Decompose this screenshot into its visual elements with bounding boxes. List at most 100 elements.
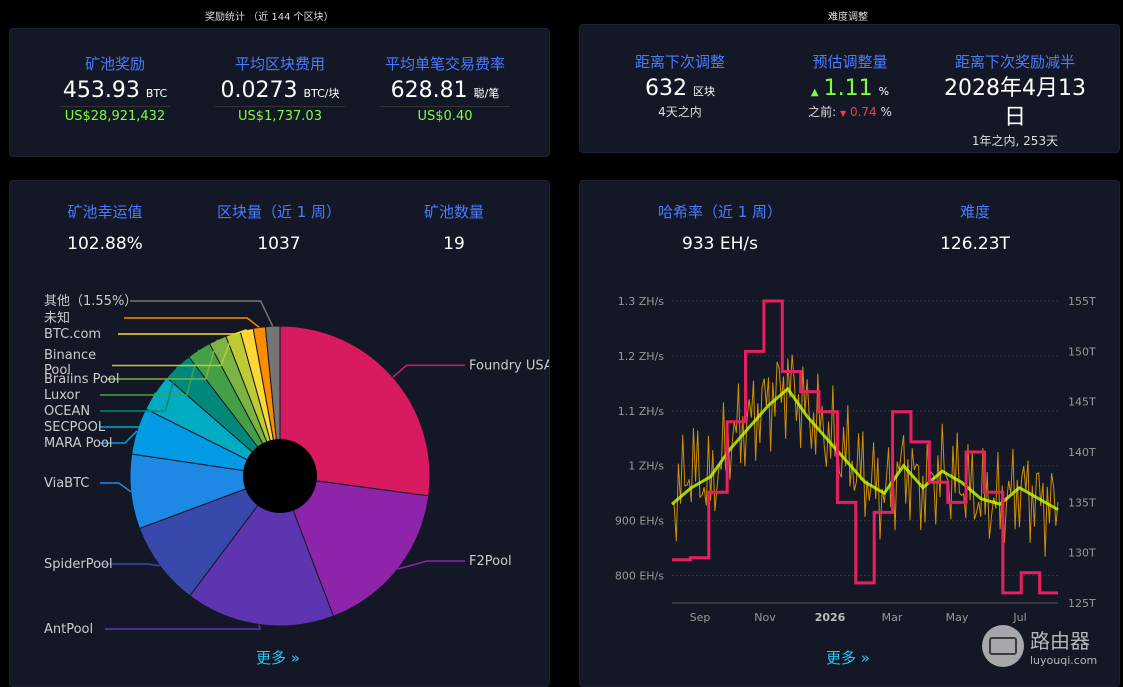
halving: 距离下次奖励减半 2028年4月13 日 1年之内, 253天 [940, 51, 1090, 149]
fee-rate-value: 628.81 [390, 78, 468, 103]
pie-label: ViaBTC [44, 476, 89, 491]
halving-value-line2: 日 [1003, 105, 1026, 130]
previous-unit: % [880, 105, 892, 119]
y-tick-right: 125T [1068, 597, 1096, 610]
difficulty-label: 难度 [959, 203, 990, 221]
hashrate-raw-line [671, 354, 1059, 557]
reward-label: 矿池奖励 [84, 55, 145, 73]
next-adjust-unit: 区块 [693, 85, 715, 98]
avg-fee-value: 0.0273 [220, 78, 298, 103]
estimate-unit: % [878, 85, 890, 98]
avg-fee-unit: BTC/块 [303, 87, 340, 100]
pie-label: OCEAN [44, 404, 90, 419]
reward-col-1: 平均区块费用 0.0273 BTC/块 US$1,737.03 [215, 53, 345, 124]
y-tick-left: 1 ZH/s [628, 460, 664, 473]
pool-count-label: 矿池数量 [423, 203, 484, 221]
pool-card: 矿池幸运值 102.88% 区块量（近 1 周） 1037 矿池数量 19 Fo… [9, 180, 550, 687]
blocks-value: 1037 [257, 234, 301, 254]
hash-more-link[interactable]: 更多 » [826, 649, 870, 667]
pie-label: F2Pool [469, 554, 512, 569]
reward-unit: BTC [145, 87, 168, 100]
hashrate-line-chart: 1.3 ZH/s 1.2 ZH/s 1.1 ZH/s 1 ZH/s 900 EH/s 80… [615, 295, 1096, 624]
pie-slice [138, 474, 282, 597]
luck-value: 102.88% [67, 234, 143, 254]
watermark-text: 路由器 [1030, 629, 1090, 653]
halving-value-line1: 2028年4月13 [944, 76, 1086, 101]
reward-value: 453.93 [62, 78, 140, 103]
pie-label: BTC.com [44, 327, 101, 342]
halving-label: 距离下次奖励减半 [954, 53, 1075, 71]
pie-leader-line [397, 560, 465, 570]
hashrate-avg-line [671, 386, 1059, 511]
next-adjust-label: 距离下次调整 [634, 53, 725, 71]
y-tick-right: 150T [1068, 345, 1096, 358]
hashrate-value: 933 EH/s [682, 234, 758, 254]
avg-fee-label: 平均区块费用 [234, 55, 325, 73]
halving-sub: 1年之内, 253天 [971, 134, 1059, 148]
x-tick: Mar [882, 611, 903, 624]
luck-label: 矿池幸运值 [67, 203, 143, 221]
x-tick: May [946, 611, 969, 624]
pie-label: Pool [44, 363, 71, 378]
pie-label: AntPool [44, 622, 93, 637]
pie-label: SpiderPool [44, 557, 113, 572]
previous-value: 0.74 [849, 105, 877, 119]
hashrate-card: 哈希率（近 1 周） 933 EH/s 难度 126.23T 1.3 ZH/s 1… [579, 180, 1120, 687]
y-tick-right: 140T [1068, 446, 1096, 459]
y-tick-left: 1.3 ZH/s [618, 295, 665, 308]
pool-count-value: 19 [443, 234, 465, 254]
next-adjust-value: 632 [645, 76, 687, 101]
router-logo-icon [982, 625, 1024, 667]
difficulty-value: 126.23T [940, 234, 1010, 254]
watermark-sub: luyouqi.com [1030, 654, 1098, 667]
pie-label: 其他（1.55%） [44, 294, 137, 309]
pie-leader-line [100, 482, 132, 493]
pie-slice [189, 474, 335, 627]
pie-leader-line [392, 364, 465, 378]
fee-rate-unit: 聪/笔 [473, 87, 500, 100]
pie-label: Braiins Pool [44, 372, 120, 387]
pie-leader-line [130, 300, 274, 327]
reward-section-title: 奖励统计 （近 144 个区块） [205, 12, 334, 23]
pie-center-hole [243, 439, 317, 513]
pie-label: 未知 [44, 310, 70, 326]
reward-usd: US$28,921,432 [60, 106, 170, 124]
y-tick-left: 1.2 ZH/s [618, 350, 665, 363]
y-tick-left: 800 EH/s [615, 570, 664, 583]
reward-col-2: 平均单笔交易费率 628.81 聪/笔 US$0.40 [380, 53, 510, 124]
difficulty-card: 距离下次调整 632 区块 4天之内 预估调整量 ▲ 1.11% 之前: ▼ 0.… [579, 24, 1120, 153]
avg-fee-usd: US$1,737.03 [215, 106, 345, 124]
pie-label: SECPOOL [44, 420, 106, 435]
pool-pie-chart: Foundry USA F2Pool AntPool SpiderPool ViaBTC… [44, 294, 549, 637]
estimate-value: 1.11 [823, 76, 873, 101]
previous-label: 之前: [808, 105, 837, 119]
pie-leader-line [112, 333, 234, 367]
y-tick-right: 155T [1068, 295, 1096, 308]
reward-col-0: 矿池奖励 453.93 BTC US$28,921,432 [60, 53, 170, 124]
pie-slice [264, 325, 281, 477]
pie-label: MARA Pool [44, 436, 113, 451]
x-tick: Jul [1012, 611, 1026, 624]
pie-leader-line [105, 624, 261, 630]
pie-leader-line [100, 366, 179, 412]
estimate-label: 预估调整量 [812, 53, 888, 71]
pool-count-stat: 矿池数量 19 [394, 201, 514, 254]
x-tick: Nov [754, 611, 776, 624]
difficulty-section-title: 难度调整 [828, 12, 868, 23]
pie-label: Foundry USA [469, 358, 549, 373]
watermark: 路由器 luyouqi.com [982, 625, 1097, 667]
down-arrow-icon: ▼ [839, 109, 847, 118]
pie-label: Binance [44, 348, 96, 363]
pie-leader-line [100, 392, 157, 428]
pool-more-link[interactable]: 更多 » [256, 649, 300, 667]
pie-leader-line [106, 339, 219, 380]
y-tick-right: 130T [1068, 547, 1096, 560]
pie-leader-line [118, 329, 247, 335]
estimate: 预估调整量 ▲ 1.11% 之前: ▼ 0.74 % [780, 51, 920, 120]
next-adjust: 距离下次调整 632 区块 4天之内 [620, 51, 740, 120]
difficulty-line [672, 299, 1058, 595]
difficulty-stat: 难度 126.23T [910, 201, 1040, 254]
next-adjust-sub: 4天之内 [658, 105, 702, 119]
y-tick-right: 145T [1068, 396, 1096, 409]
y-tick-left: 900 EH/s [615, 515, 664, 528]
